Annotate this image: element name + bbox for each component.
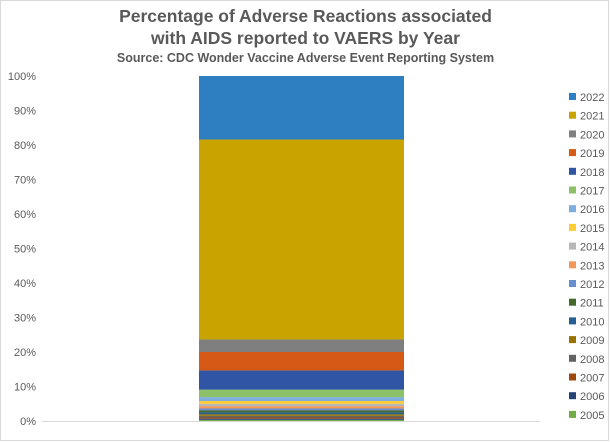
y-tick-label: 20%: [14, 347, 36, 359]
legend-swatch-2011: [569, 298, 576, 306]
bar-segment-2016: [199, 397, 404, 402]
legend-label-2007: 2007: [580, 373, 604, 385]
legend-label-2019: 2019: [580, 148, 604, 160]
bar-segment-2020: [199, 339, 404, 352]
legend-swatch-2021: [569, 111, 576, 119]
legend-label-2015: 2015: [580, 223, 604, 235]
legend-swatch-2007: [569, 373, 576, 381]
legend-swatch-2012: [569, 280, 576, 287]
legend-label-2010: 2010: [580, 316, 604, 328]
bar-segment-2009: [199, 414, 404, 416]
y-tick-label: 100%: [8, 71, 36, 83]
legend-swatch-2015: [569, 223, 576, 231]
legend-swatch-2017: [569, 186, 576, 194]
legend-swatch-2016: [569, 205, 576, 213]
chart-title-line-1: Percentage of Adverse Reactions associat…: [119, 6, 492, 26]
bar-segment-2012: [199, 408, 404, 411]
chart-subtitle: Source: CDC Wonder Vaccine Adverse Event…: [116, 51, 495, 65]
bar-segment-2006: [199, 418, 404, 420]
y-tick-label: 50%: [14, 244, 36, 256]
bar-segment-2013: [199, 406, 404, 409]
legend-swatch-2006: [569, 392, 576, 400]
bar-segment-2014: [199, 403, 404, 407]
bar-segment-2007: [199, 417, 404, 419]
legend-label-2017: 2017: [580, 186, 604, 198]
bar-segment-2011: [199, 410, 404, 413]
bar-segment-2022: [199, 76, 404, 140]
legend-label-2009: 2009: [580, 335, 604, 347]
bar-segment-2021: [199, 139, 404, 340]
legend-swatch-2008: [569, 354, 576, 362]
y-tick-label: 80%: [14, 140, 36, 152]
legend-label-2014: 2014: [580, 242, 604, 254]
chart-title-line-2: with AIDS reported to VAERS by Year: [151, 28, 460, 48]
bar-segment-2018: [199, 370, 404, 390]
legend-swatch-2009: [569, 336, 576, 344]
legend-swatch-2013: [569, 261, 576, 269]
y-tick-label: 60%: [14, 209, 36, 221]
legend-label-2011: 2011: [580, 298, 604, 310]
y-tick-label: 0%: [20, 416, 36, 428]
legend-label-2012: 2012: [580, 279, 604, 291]
legend-swatch-2014: [569, 242, 576, 250]
legend-label-2021: 2021: [580, 111, 604, 123]
bar-segment-2010: [199, 412, 404, 415]
y-tick-label: 90%: [14, 106, 36, 118]
bar-segment-2008: [199, 415, 404, 418]
legend-label-2005: 2005: [580, 410, 604, 422]
legend-swatch-2010: [569, 317, 576, 325]
legend-label-2020: 2020: [580, 129, 604, 141]
y-tick-label: 30%: [14, 313, 36, 325]
legend-label-2013: 2013: [580, 260, 604, 272]
legend-label-2022: 2022: [580, 92, 604, 104]
y-tick-label: 10%: [14, 382, 36, 394]
legend-swatch-2020: [569, 130, 576, 138]
legend-label-2018: 2018: [580, 167, 604, 179]
bar-segment-2019: [199, 352, 404, 371]
legend-swatch-2019: [569, 149, 576, 157]
legend-label-2006: 2006: [580, 391, 604, 403]
legend-swatch-2022: [569, 93, 576, 100]
bar-segment-2017: [199, 389, 404, 398]
y-tick-label: 70%: [14, 175, 36, 187]
y-tick-label: 40%: [14, 278, 36, 290]
legend-label-2016: 2016: [580, 204, 604, 216]
legend-swatch-2018: [569, 167, 576, 175]
legend-swatch-2005: [569, 410, 576, 418]
bar-segment-2015: [199, 401, 404, 404]
bar-segment-2005: [199, 419, 404, 421]
legend-label-2008: 2008: [580, 354, 604, 366]
